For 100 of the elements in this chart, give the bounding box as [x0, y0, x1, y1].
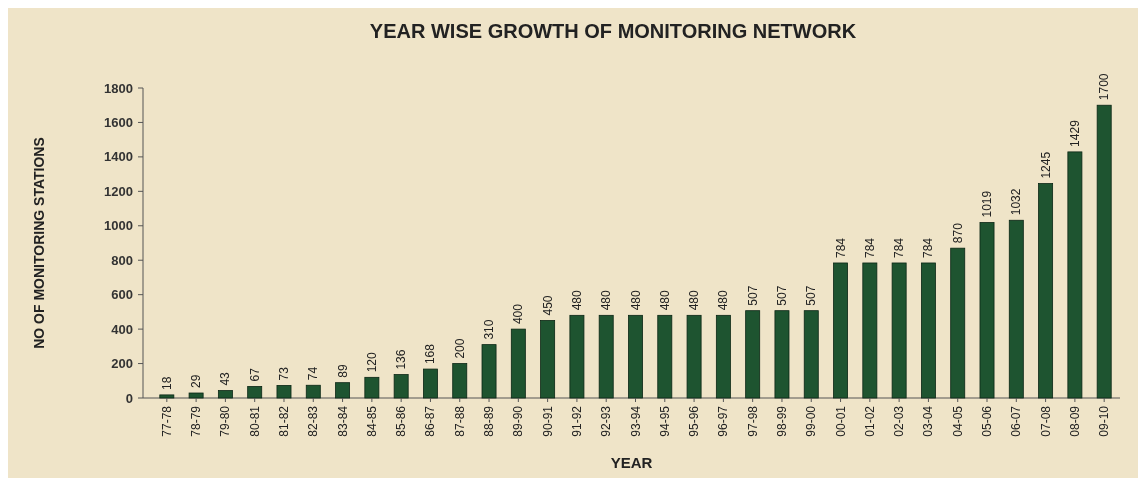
data-label: 784 [862, 237, 877, 258]
bar [423, 368, 438, 399]
data-label: 784 [892, 237, 907, 258]
y-tick-label: 1400 [104, 149, 133, 165]
y-tick-label: 1800 [104, 80, 133, 96]
data-label: 168 [423, 343, 438, 365]
x-tick-label: 80-81 [247, 405, 262, 437]
data-label: 450 [540, 295, 555, 316]
bar [891, 262, 907, 399]
data-label: 43 [218, 371, 233, 386]
x-tick-label: 79-80 [218, 405, 233, 437]
bar [628, 314, 643, 399]
y-tick-label: 600 [111, 287, 133, 303]
x-tick-label: 89-90 [511, 405, 526, 437]
x-tick-label: 83-84 [335, 405, 350, 437]
data-label: 480 [657, 289, 672, 311]
bar [364, 376, 380, 399]
x-axis-title: YEAR [610, 454, 653, 471]
y-tick-label: 1000 [104, 218, 133, 234]
x-tick-label: 08-09 [1067, 405, 1082, 437]
x-tick-label: 93-94 [628, 405, 643, 437]
bar [159, 394, 175, 399]
bar [510, 328, 526, 399]
data-label: 480 [628, 289, 643, 311]
x-tick-label: 02-03 [892, 405, 907, 437]
data-label: 29 [189, 374, 204, 389]
data-label: 480 [569, 289, 584, 311]
x-tick-label: 86-87 [423, 405, 438, 437]
bar [657, 314, 673, 399]
data-label: 400 [511, 303, 526, 325]
data-label: 480 [687, 289, 702, 311]
bar [305, 384, 321, 399]
bar [686, 314, 702, 399]
x-tick-label: 88-89 [482, 405, 497, 437]
x-tick-label: 84-85 [364, 405, 379, 437]
bar [833, 262, 848, 399]
bar [1008, 219, 1024, 399]
data-label: 784 [833, 237, 848, 258]
x-tick-label: 98-99 [774, 405, 789, 437]
bar [1067, 151, 1083, 399]
bar [276, 385, 292, 399]
bar [1096, 104, 1112, 399]
bar [481, 344, 497, 399]
y-tick-label: 1200 [104, 183, 133, 199]
data-label: 480 [716, 289, 731, 311]
x-tick-label: 91-92 [569, 405, 584, 437]
y-tick-label: 800 [111, 252, 133, 268]
data-label: 67 [247, 367, 262, 382]
data-label: 200 [452, 338, 467, 359]
y-axis-title: NO OF MONITORING STATIONS [31, 137, 47, 349]
data-label: 1019 [980, 190, 995, 218]
data-label: 136 [394, 349, 409, 370]
data-label: 507 [745, 285, 760, 306]
data-label: 310 [482, 319, 497, 340]
bar [188, 392, 204, 399]
y-tick-label: 200 [111, 356, 133, 372]
bar [569, 314, 585, 399]
x-tick-label: 77-78 [159, 405, 174, 437]
data-label: 89 [335, 364, 350, 378]
data-label: 1032 [1009, 188, 1024, 216]
bar [217, 390, 233, 399]
x-tick-label: 09-10 [1097, 405, 1112, 437]
data-label: 1700 [1097, 73, 1112, 101]
x-tick-label: 04-05 [950, 405, 965, 437]
bar [452, 363, 468, 399]
bar [950, 247, 966, 399]
x-tick-label: 92-93 [599, 405, 614, 437]
x-tick-label: 01-02 [862, 405, 877, 437]
x-tick-label: 99-00 [804, 405, 819, 437]
y-tick-label: 1600 [104, 114, 133, 130]
data-label: 120 [364, 351, 379, 373]
x-tick-label: 78-79 [189, 405, 204, 437]
y-tick-label: 0 [125, 390, 133, 406]
x-tick-label: 90-91 [540, 405, 555, 437]
bar [598, 314, 614, 399]
x-tick-label: 96-97 [716, 405, 731, 437]
x-tick-label: 03-04 [921, 405, 936, 437]
bar [247, 386, 263, 399]
data-label: 1245 [1038, 151, 1053, 179]
x-tick-label: 05-06 [980, 405, 995, 437]
data-label: 1429 [1067, 119, 1082, 147]
y-tick-label: 400 [111, 321, 133, 337]
bar [774, 310, 790, 399]
bar [1038, 183, 1054, 399]
bar [803, 310, 819, 399]
x-tick-label: 97-98 [745, 405, 760, 437]
data-label: 73 [276, 366, 291, 381]
bar [715, 314, 731, 399]
bar [540, 320, 556, 399]
data-label: 870 [950, 222, 965, 244]
data-label: 507 [774, 285, 789, 306]
x-tick-label: 82-83 [306, 405, 321, 437]
data-label: 74 [306, 366, 321, 381]
data-label: 784 [921, 237, 936, 258]
x-tick-label: 06-07 [1009, 405, 1024, 437]
x-tick-label: 87-88 [452, 405, 467, 437]
bar [862, 262, 878, 399]
data-label: 18 [159, 376, 174, 390]
x-tick-label: 94-95 [657, 405, 672, 437]
data-label: 507 [804, 285, 819, 306]
